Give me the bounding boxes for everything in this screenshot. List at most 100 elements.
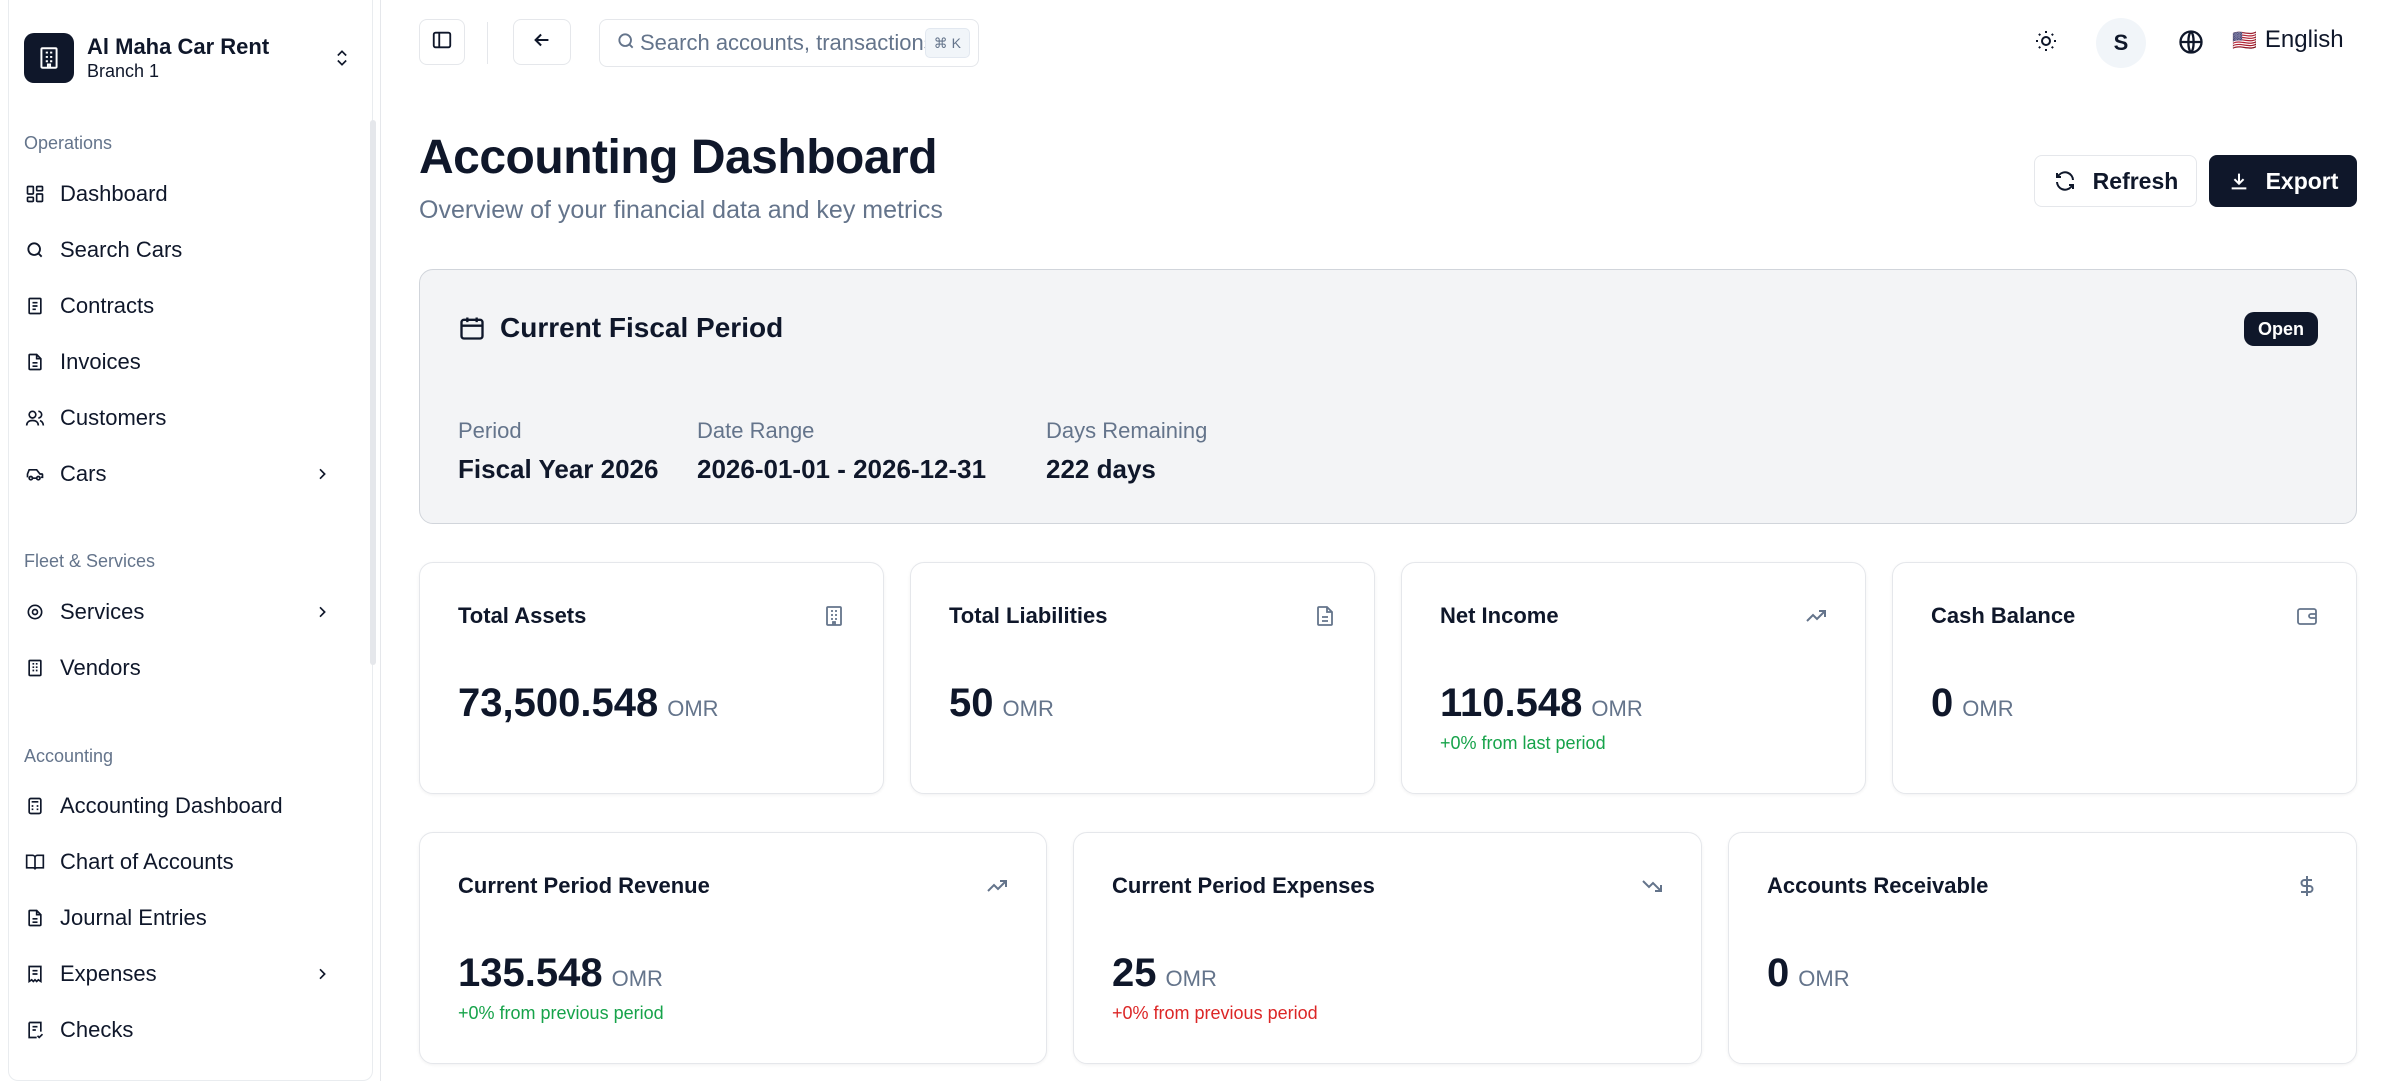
search-input[interactable]: Search accounts, transactions... ⌘ K bbox=[599, 19, 979, 67]
dashboard-icon bbox=[24, 183, 46, 205]
sidebar-item-label: Checks bbox=[60, 1017, 134, 1042]
contract-icon bbox=[24, 295, 46, 317]
sidebar-item-services[interactable]: Services bbox=[24, 589, 342, 635]
sidebar-item-checks[interactable]: Checks bbox=[24, 1007, 342, 1053]
sidebar-item-search-cars[interactable]: Search Cars bbox=[24, 227, 342, 273]
card-currency: OMR bbox=[667, 696, 719, 721]
fiscal-date-range: Date Range 2026-01-01 - 2026-12-31 bbox=[697, 418, 986, 485]
fiscal-period-header: Current Fiscal Period bbox=[458, 312, 783, 344]
card-value: 0 bbox=[1931, 681, 1954, 725]
sidebar: Al Maha Car Rent Branch 1 Operations Das… bbox=[0, 0, 381, 1081]
card-title: Total Assets bbox=[458, 603, 587, 628]
card-delta: +0% from last period bbox=[1440, 733, 1606, 753]
chevrons-up-down-icon[interactable] bbox=[330, 46, 354, 70]
invoice-icon bbox=[24, 351, 46, 373]
globe-icon[interactable] bbox=[2177, 28, 2205, 56]
brand-name: Al Maha Car Rent bbox=[87, 34, 270, 59]
theme-toggle-button[interactable] bbox=[2023, 20, 2069, 66]
card-value: 135.548 bbox=[458, 951, 603, 995]
sidebar-item-invoices[interactable]: Invoices bbox=[24, 339, 342, 385]
avatar[interactable]: S bbox=[2096, 18, 2146, 68]
trending-up-icon bbox=[1803, 603, 1829, 629]
card-title: Net Income bbox=[1440, 603, 1559, 628]
card-value: 73,500.548 bbox=[458, 681, 659, 725]
days-remaining-label: Days Remaining bbox=[1046, 418, 1208, 443]
export-label: Export bbox=[2265, 167, 2339, 194]
calculator-icon bbox=[24, 795, 46, 817]
section-label-operations: Operations bbox=[24, 133, 113, 153]
card-delta: +0% from previous period bbox=[1112, 1003, 1318, 1023]
sidebar-item-cars[interactable]: Cars bbox=[24, 451, 342, 497]
card-currency: OMR bbox=[1962, 696, 2014, 721]
sidebar-item-label: Chart of Accounts bbox=[60, 849, 234, 874]
chevron-right-icon bbox=[312, 964, 332, 984]
card-delta: +0% from previous period bbox=[458, 1003, 664, 1023]
card-value: 0 bbox=[1767, 951, 1790, 995]
card-value: 50 bbox=[949, 681, 994, 725]
car-icon bbox=[24, 463, 46, 485]
period-value: Fiscal Year 2026 bbox=[458, 454, 659, 484]
sidebar-item-label: Contracts bbox=[60, 293, 155, 318]
sidebar-item-label: Dashboard bbox=[60, 181, 168, 206]
arrow-left-icon bbox=[531, 29, 553, 56]
sidebar-item-label: Customers bbox=[60, 405, 167, 430]
search-shortcut: ⌘ K bbox=[924, 28, 970, 58]
refresh-button[interactable]: Refresh bbox=[2034, 155, 2197, 207]
metric-card-total-liabilities: Total Liabilities 50 OMR bbox=[910, 562, 1375, 794]
document-icon bbox=[24, 907, 46, 929]
sidebar-scrollbar[interactable] bbox=[370, 120, 376, 665]
sidebar-item-label: Vendors bbox=[60, 655, 141, 680]
chevron-right-icon bbox=[312, 602, 332, 622]
gear-icon bbox=[24, 601, 46, 623]
card-title: Current Period Revenue bbox=[458, 873, 710, 898]
language-label: English bbox=[2264, 26, 2344, 53]
page-title: Accounting Dashboard bbox=[419, 131, 938, 184]
language-selector[interactable]: 🇺🇸 English bbox=[2232, 26, 2344, 54]
divider bbox=[487, 22, 488, 64]
section-label-fleet-services: Fleet & Services bbox=[24, 551, 156, 571]
back-button[interactable] bbox=[513, 19, 571, 65]
fiscal-period-title: Current Fiscal Period bbox=[500, 312, 784, 343]
search-placeholder: Search accounts, transactions... bbox=[640, 30, 950, 55]
sun-icon bbox=[2034, 29, 2058, 58]
export-button[interactable]: Export bbox=[2209, 155, 2357, 207]
document-icon bbox=[1312, 603, 1338, 629]
trending-down-icon bbox=[1639, 873, 1665, 899]
refresh-icon bbox=[2055, 171, 2074, 191]
sidebar-item-customers[interactable]: Customers bbox=[24, 395, 342, 441]
card-value: 25 bbox=[1112, 951, 1157, 995]
panel-left-icon bbox=[431, 29, 453, 56]
topbar: Search accounts, transactions... ⌘ K S 🇺… bbox=[382, 0, 2387, 86]
sidebar-item-contracts[interactable]: Contracts bbox=[24, 283, 342, 329]
card-currency: OMR bbox=[1798, 966, 1850, 991]
sidebar-item-label: Journal Entries bbox=[60, 905, 207, 930]
date-range-label: Date Range bbox=[697, 418, 815, 443]
page-subtitle: Overview of your financial data and key … bbox=[419, 196, 943, 224]
sidebar-panel bbox=[8, 0, 373, 1081]
sidebar-toggle-button[interactable] bbox=[419, 19, 465, 65]
sidebar-item-dashboard[interactable]: Dashboard bbox=[24, 171, 342, 217]
sidebar-item-label: Accounting Dashboard bbox=[60, 793, 283, 818]
refresh-label: Refresh bbox=[2092, 167, 2179, 194]
sidebar-item-accounting-dashboard[interactable]: Accounting Dashboard bbox=[24, 783, 342, 829]
sidebar-item-chart-of-accounts[interactable]: Chart of Accounts bbox=[24, 839, 342, 885]
building-icon bbox=[821, 603, 847, 629]
card-title: Current Period Expenses bbox=[1112, 873, 1375, 898]
branch-switcher[interactable]: Al Maha Car Rent Branch 1 bbox=[24, 30, 354, 86]
search-icon bbox=[24, 239, 46, 261]
card-title: Cash Balance bbox=[1931, 603, 2076, 628]
fiscal-days-remaining: Days Remaining 222 days bbox=[1046, 418, 1207, 485]
flag-icon: 🇺🇸 bbox=[2232, 28, 2257, 52]
check-document-icon bbox=[24, 1019, 46, 1041]
receipt-icon bbox=[24, 963, 46, 985]
sidebar-item-expenses[interactable]: Expenses bbox=[24, 951, 342, 997]
sidebar-item-label: Cars bbox=[60, 461, 107, 486]
building-icon bbox=[24, 33, 74, 83]
search-icon bbox=[616, 31, 636, 56]
sidebar-item-label: Expenses bbox=[60, 961, 157, 986]
sidebar-item-journal-entries[interactable]: Journal Entries bbox=[24, 895, 342, 941]
sidebar-item-vendors[interactable]: Vendors bbox=[24, 645, 342, 691]
fiscal-period: Period Fiscal Year 2026 bbox=[458, 418, 658, 485]
metric-card-total-assets: Total Assets 73,500.548 OMR bbox=[419, 562, 884, 794]
users-icon bbox=[24, 407, 46, 429]
